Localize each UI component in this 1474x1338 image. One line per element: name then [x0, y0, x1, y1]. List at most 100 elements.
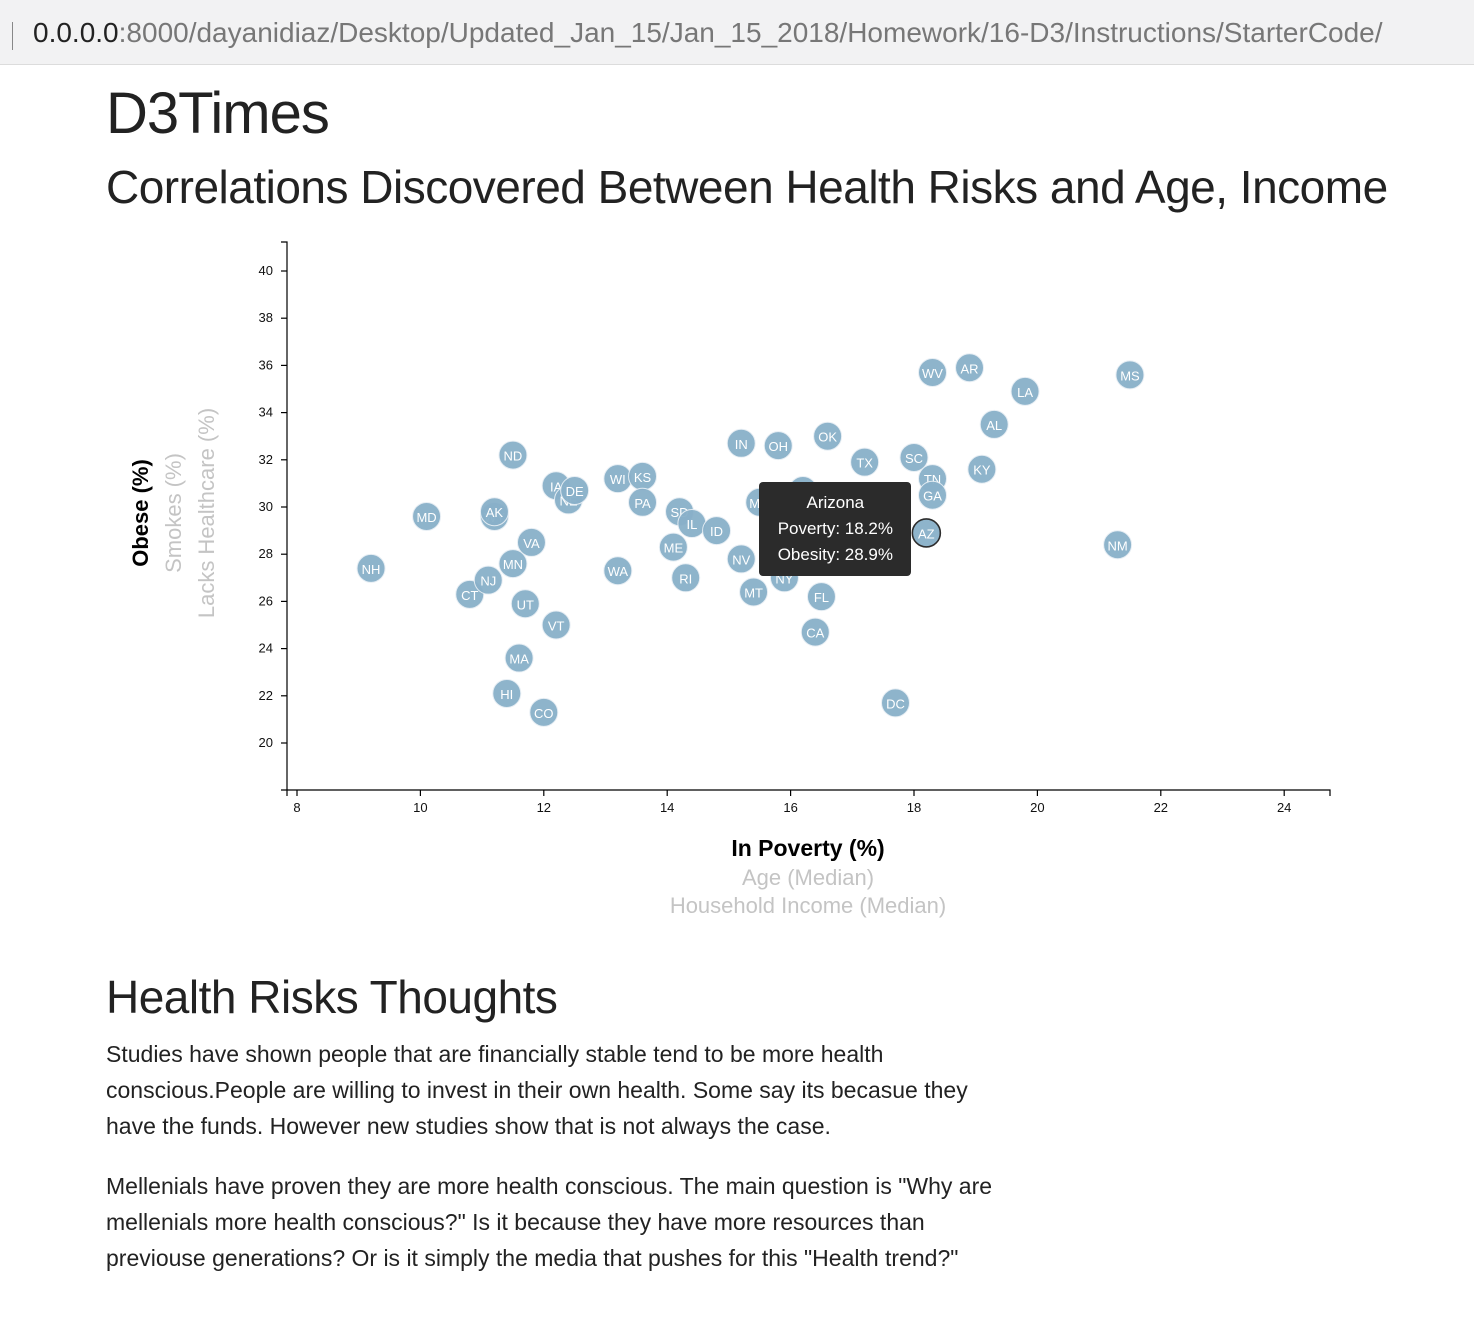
state-point-vt[interactable]: VT — [541, 610, 571, 640]
state-point-id[interactable]: ID — [702, 516, 732, 546]
state-point-wa[interactable]: WA — [603, 556, 633, 586]
state-abbr-label: AR — [960, 361, 978, 376]
state-circle[interactable] — [800, 617, 830, 647]
state-point-me[interactable]: ME — [658, 532, 688, 562]
state-abbr-label: ME — [664, 541, 684, 556]
y-tick-label: 34 — [259, 405, 273, 420]
state-point-ar[interactable]: AR — [955, 353, 985, 383]
y-tick-label: 36 — [259, 357, 273, 372]
y-axis-label-option[interactable]: Obese (%) — [128, 459, 153, 567]
browser-address-bar[interactable]: 0.0.0.0:8000/dayanidiaz/Desktop/Updated_… — [0, 0, 1474, 65]
state-circle[interactable] — [671, 563, 701, 593]
state-point-tx[interactable]: TX — [850, 447, 880, 477]
state-point-ga[interactable]: GA — [918, 480, 948, 510]
state-circle[interactable] — [880, 688, 910, 718]
state-circle[interactable] — [356, 553, 386, 583]
state-circle[interactable] — [899, 442, 929, 472]
state-point-wv[interactable]: WV — [918, 357, 948, 387]
state-point-az[interactable]: AZ — [911, 518, 942, 548]
state-circle[interactable] — [498, 440, 528, 470]
state-circle[interactable] — [1010, 376, 1040, 406]
state-circle[interactable] — [955, 353, 985, 383]
state-circle[interactable] — [498, 549, 528, 579]
state-circle[interactable] — [918, 357, 948, 387]
x-axis-label-option[interactable]: Age (Median) — [742, 865, 874, 890]
x-tick-label: 12 — [537, 800, 551, 815]
state-circle[interactable] — [1103, 530, 1133, 560]
state-circle[interactable] — [510, 589, 540, 619]
text-caret — [12, 22, 13, 50]
state-point-sc[interactable]: SC — [899, 442, 929, 472]
state-circle[interactable] — [813, 421, 843, 451]
state-abbr-label: KY — [973, 463, 991, 478]
state-point-de[interactable]: DE — [560, 475, 590, 505]
x-axis-label-option[interactable]: In Poverty (%) — [731, 835, 884, 861]
state-circle[interactable] — [1115, 360, 1145, 390]
state-point-dc[interactable]: DC — [880, 688, 910, 718]
state-point-in[interactable]: IN — [726, 428, 756, 458]
state-abbr-label: CO — [534, 706, 554, 721]
state-point-hi[interactable]: HI — [492, 678, 522, 708]
state-point-ca[interactable]: CA — [800, 617, 830, 647]
state-circle[interactable] — [979, 409, 1009, 439]
state-point-nm[interactable]: NM — [1103, 530, 1133, 560]
state-circle[interactable] — [918, 480, 948, 510]
state-circle[interactable] — [412, 501, 442, 531]
state-point-nv[interactable]: NV — [726, 544, 756, 574]
url-text[interactable]: 0.0.0.0:8000/dayanidiaz/Desktop/Updated_… — [33, 17, 1383, 49]
state-circle[interactable] — [763, 431, 793, 461]
state-point-ak[interactable]: AK — [479, 497, 509, 527]
state-circle[interactable] — [726, 544, 756, 574]
state-point-pa[interactable]: PA — [628, 487, 658, 517]
state-abbr-label: NH — [362, 562, 381, 577]
state-point-nj[interactable]: NJ — [473, 565, 503, 595]
state-point-co[interactable]: CO — [529, 697, 559, 727]
state-point-fl[interactable]: FL — [806, 582, 836, 612]
state-circle[interactable] — [479, 497, 509, 527]
state-circle[interactable] — [516, 527, 546, 557]
state-abbr-label: MD — [416, 510, 436, 525]
y-axis-label-option[interactable]: Smokes (%) — [161, 453, 186, 573]
state-point-va[interactable]: VA — [516, 527, 546, 557]
x-tick-label: 10 — [413, 800, 427, 815]
state-circle[interactable] — [541, 610, 571, 640]
state-point-ma[interactable]: MA — [504, 643, 534, 673]
state-point-md[interactable]: MD — [412, 501, 442, 531]
state-circle[interactable] — [529, 697, 559, 727]
state-circle[interactable] — [911, 518, 942, 548]
state-circle[interactable] — [739, 577, 769, 607]
state-point-ok[interactable]: OK — [813, 421, 843, 451]
state-circle[interactable] — [628, 487, 658, 517]
state-circle[interactable] — [603, 556, 633, 586]
state-point-nd[interactable]: ND — [498, 440, 528, 470]
state-point-ms[interactable]: MS — [1115, 360, 1145, 390]
state-abbr-label: WV — [922, 366, 943, 381]
x-tick-label: 16 — [783, 800, 797, 815]
state-point-ut[interactable]: UT — [510, 589, 540, 619]
state-circle[interactable] — [504, 643, 534, 673]
state-point-al[interactable]: AL — [979, 409, 1009, 439]
state-circle[interactable] — [850, 447, 880, 477]
state-point-ks[interactable]: KS — [628, 461, 658, 491]
state-circle[interactable] — [806, 582, 836, 612]
state-abbr-label: AZ — [918, 526, 935, 541]
state-point-ri[interactable]: RI — [671, 563, 701, 593]
state-circle[interactable] — [473, 565, 503, 595]
state-circle[interactable] — [560, 475, 590, 505]
state-circle[interactable] — [492, 678, 522, 708]
state-point-mt[interactable]: MT — [739, 577, 769, 607]
y-axis-label-option[interactable]: Lacks Healthcare (%) — [194, 408, 219, 618]
state-circle[interactable] — [702, 516, 732, 546]
state-point-la[interactable]: LA — [1010, 376, 1040, 406]
x-axis-label-option[interactable]: Household Income (Median) — [670, 893, 946, 918]
state-point-wi[interactable]: WI — [603, 464, 633, 494]
state-circle[interactable] — [726, 428, 756, 458]
state-point-mn[interactable]: MN — [498, 549, 528, 579]
state-point-il[interactable]: IL — [677, 509, 707, 539]
state-point-oh[interactable]: OH — [763, 431, 793, 461]
state-circle[interactable] — [658, 532, 688, 562]
state-circle[interactable] — [967, 454, 997, 484]
state-point-nh[interactable]: NH — [356, 553, 386, 583]
tooltip-state: Arizona — [806, 492, 865, 512]
state-point-ky[interactable]: KY — [967, 454, 997, 484]
